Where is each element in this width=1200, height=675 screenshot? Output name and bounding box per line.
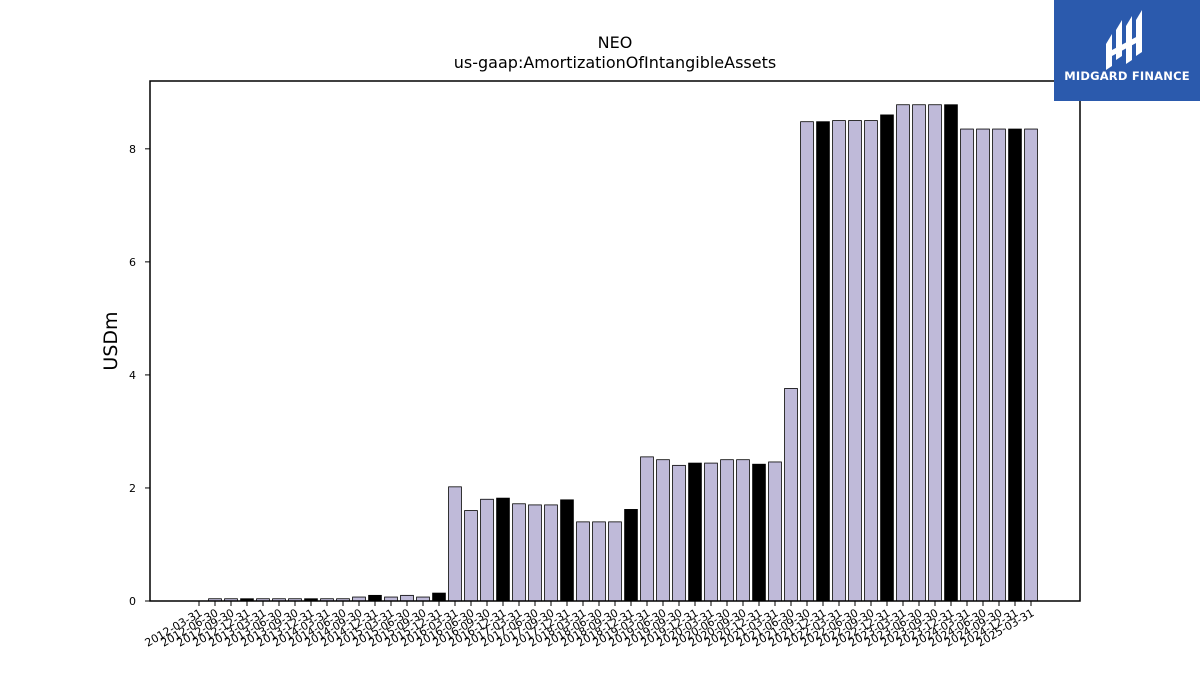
y-tick-label: 6 (129, 256, 136, 269)
y-tick-label: 0 (129, 595, 136, 608)
bar-2019-09-30 (672, 464, 686, 602)
bar-2016-12-31 (496, 497, 510, 602)
bar-2018-03-31 (576, 521, 590, 602)
bar-2021-03-31 (768, 461, 782, 602)
bar-2015-12-31 (432, 592, 446, 602)
bar-2024-06-30 (976, 128, 990, 602)
bar-2016-06-30 (464, 510, 478, 602)
bar-2023-03-31 (896, 104, 910, 602)
bar-2020-09-30 (736, 459, 750, 602)
bar-2024-12-31 (1008, 128, 1022, 602)
bar-2020-12-31 (752, 463, 766, 602)
bar-2018-09-30 (608, 521, 622, 602)
bar-2021-06-30 (784, 388, 798, 602)
bar-2017-12-31 (560, 499, 574, 602)
midgard-finance-logo: MIDGARD FINANCE (1054, 0, 1200, 101)
bar-2022-12-31 (880, 114, 894, 602)
bar-2016-09-30 (480, 498, 494, 602)
bar-2021-12-31 (816, 121, 830, 602)
bar-2020-06-30 (720, 459, 734, 602)
y-ticks-group: 0 2 4 6 8 (129, 143, 150, 608)
bar-2022-03-31 (832, 120, 846, 602)
bar-2017-06-30 (528, 504, 542, 602)
y-axis-label: USDm (100, 311, 122, 370)
logo-mark-icon (1106, 10, 1142, 70)
bars-group (208, 104, 1038, 602)
bar-2020-03-31 (704, 462, 718, 602)
bar-2016-03-31 (448, 486, 462, 602)
bar-2025-03-31 (1024, 128, 1038, 602)
bar-2017-09-30 (544, 504, 558, 602)
bar-2022-09-30 (864, 120, 878, 602)
bar-2019-12-31 (688, 462, 702, 602)
logo-text: MIDGARD FINANCE (1064, 69, 1190, 83)
plot-frame (149, 80, 1081, 602)
x-ticks-group: 2012-03-312012-06-302012-09-302012-12-31… (143, 601, 1037, 650)
y-tick-label: 8 (129, 143, 136, 156)
bar-2024-03-31 (960, 128, 974, 602)
bar-2019-06-30 (656, 459, 670, 602)
y-tick-label: 2 (129, 482, 136, 495)
bar-2023-09-30 (928, 104, 942, 602)
bar-2014-12-31 (368, 594, 382, 602)
bar-2023-12-31 (944, 104, 958, 602)
bar-2024-09-30 (992, 128, 1006, 602)
bar-2015-06-30 (400, 594, 414, 602)
bar-2017-03-31 (512, 503, 526, 602)
chart-subtitle: us-gaap:AmortizationOfIntangibleAssets (454, 53, 776, 72)
bar-2019-03-31 (640, 456, 654, 602)
bar-2018-06-30 (592, 521, 606, 602)
logo-background (1054, 0, 1200, 101)
chart-title: NEO (598, 33, 633, 52)
y-tick-label: 4 (129, 369, 136, 382)
bar-2022-06-30 (848, 120, 862, 602)
bar-2021-09-30 (800, 121, 814, 602)
bar-2023-06-30 (912, 104, 926, 602)
bar-2018-12-31 (624, 509, 638, 602)
